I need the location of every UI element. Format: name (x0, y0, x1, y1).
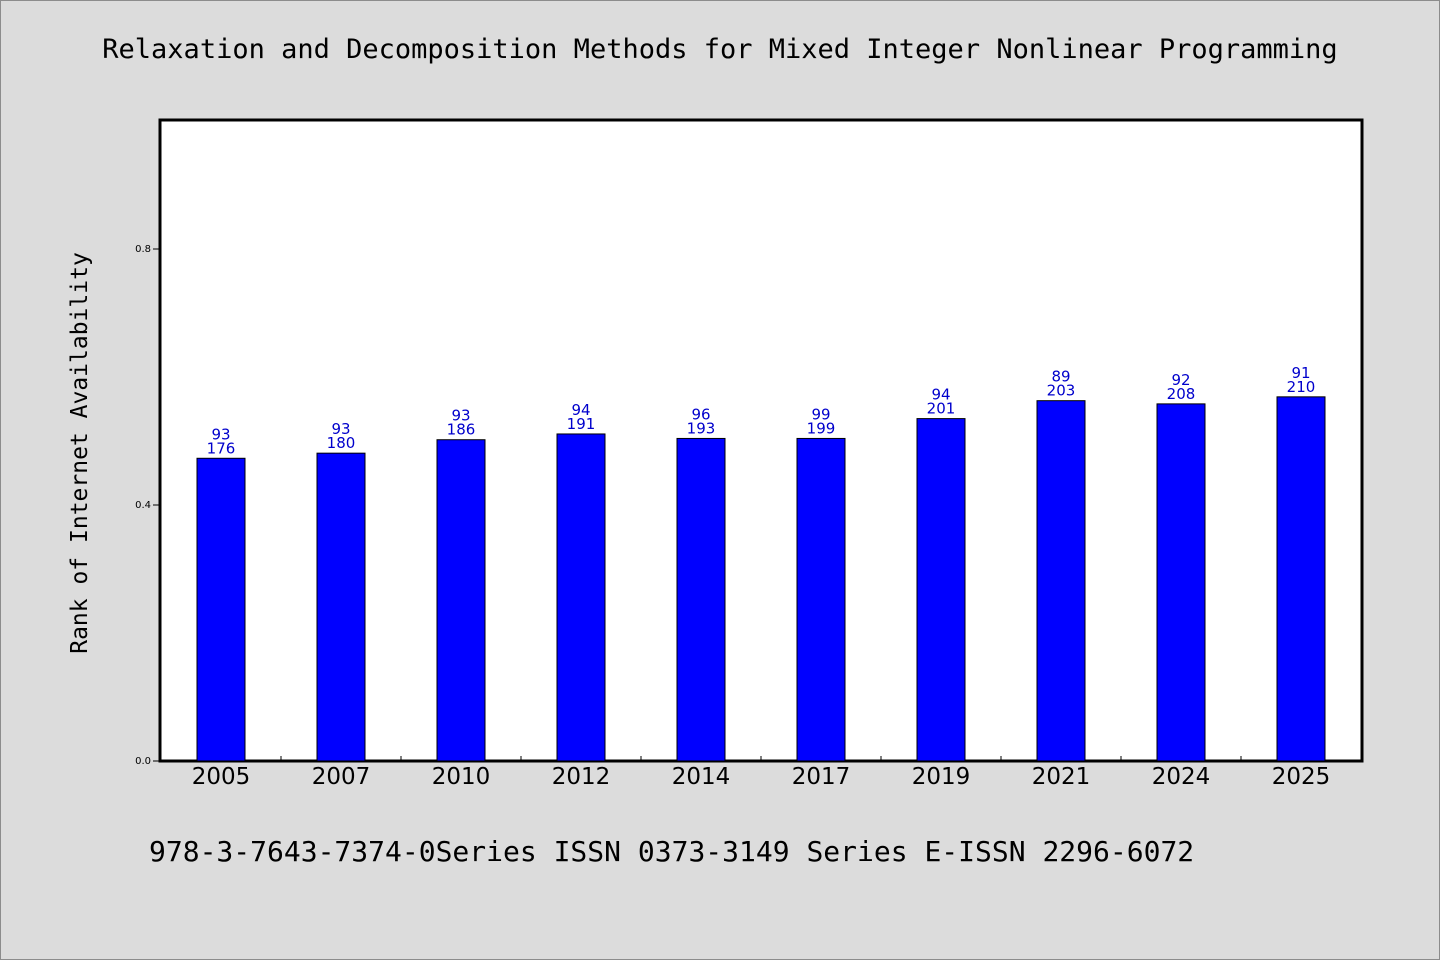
data-label-top: 93 (331, 420, 350, 438)
x-tick-label: 2014 (672, 764, 731, 790)
x-axis: 2005 2007 2010 2012 2014 2017 2019 2021 2024 2025 (192, 756, 1331, 790)
bar (436, 439, 486, 762)
x-tick-label: 2012 (552, 764, 611, 790)
y-tick-label: 0.8 (135, 244, 151, 255)
data-label-top: 99 (811, 405, 830, 423)
data-label-top: 93 (451, 407, 470, 425)
data-label-bottom: 191 (567, 415, 596, 433)
x-tick-label: 2007 (312, 764, 371, 790)
bar-series (196, 396, 1326, 762)
bar (1156, 403, 1206, 762)
data-label-bottom: 193 (687, 419, 716, 437)
bar (316, 452, 366, 762)
data-label-bottom: 199 (807, 419, 836, 437)
footer-isbn-issn: 978-3-7643-7374-0Series ISSN 0373-3149 S… (149, 835, 1195, 868)
data-label-bottom: 176 (207, 439, 236, 457)
data-label-top: 89 (1051, 368, 1070, 386)
x-tick-label: 2010 (432, 764, 491, 790)
bar (676, 437, 726, 762)
bar (1276, 396, 1326, 762)
data-label-top: 93 (211, 425, 230, 443)
y-tick-label: 0.0 (135, 756, 151, 767)
y-axis: 0.0 0.4 0.8 (135, 244, 161, 767)
x-tick-label: 2017 (792, 764, 851, 790)
data-label-top: 94 (571, 401, 590, 419)
data-label-bottom: 210 (1287, 378, 1316, 396)
x-tick-label: 2025 (1272, 764, 1331, 790)
data-label-bottom: 180 (327, 434, 356, 452)
y-tick-label: 0.4 (135, 500, 151, 511)
bar (556, 433, 606, 762)
x-tick-label: 2005 (192, 764, 251, 790)
x-tick-label: 2019 (912, 764, 971, 790)
bar (1036, 400, 1086, 762)
bar (196, 457, 246, 762)
data-label-bottom: 208 (1167, 385, 1196, 403)
data-label-top: 96 (691, 405, 710, 423)
data-label-bottom: 186 (447, 421, 476, 439)
chart-title: Relaxation and Decomposition Methods for… (102, 34, 1338, 65)
bar (796, 437, 846, 762)
y-axis-label: Rank of Internet Availability (67, 252, 93, 654)
data-label-top: 92 (1171, 371, 1190, 389)
data-label-bottom: 203 (1047, 382, 1076, 400)
x-tick-label: 2024 (1152, 764, 1211, 790)
bar (916, 418, 966, 762)
data-label-top: 91 (1291, 364, 1310, 382)
data-label-bottom: 201 (927, 400, 956, 418)
x-tick-label: 2021 (1032, 764, 1091, 790)
data-label-top: 94 (931, 386, 950, 404)
